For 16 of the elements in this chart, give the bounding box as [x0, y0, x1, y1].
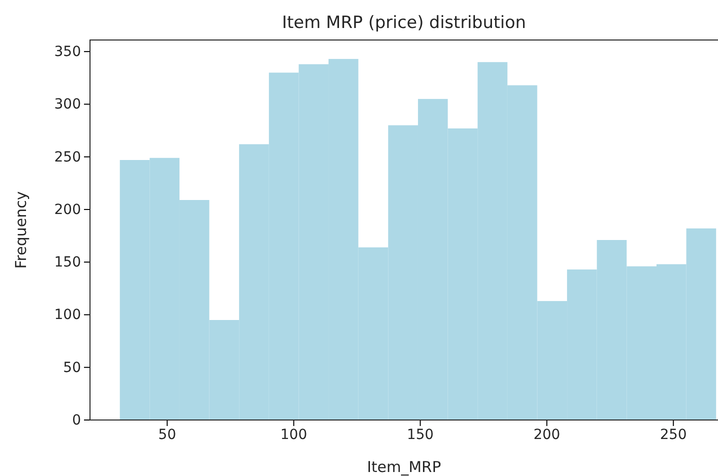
y-tick-label: 250 — [54, 149, 81, 166]
y-tick-label: 350 — [54, 44, 81, 60]
y-tick-label: 200 — [54, 202, 81, 218]
y-tick-label: 300 — [54, 96, 81, 113]
y-axis-title: Frequency — [12, 191, 30, 269]
x-tick-label: 250 — [660, 426, 687, 443]
x-tick-label: 150 — [406, 426, 434, 443]
x-tick-label: 200 — [533, 426, 560, 443]
y-tick-label: 100 — [54, 307, 81, 324]
x-tick-label: 50 — [158, 426, 176, 443]
chart-title: Item MRP (price) distribution — [282, 13, 526, 33]
y-tick-label: 0 — [72, 412, 81, 428]
y-tick-label: 150 — [54, 254, 81, 271]
y-tick-label: 50 — [63, 360, 81, 376]
x-tick-label: 100 — [280, 426, 308, 443]
x-axis-title: Item_MRP — [366, 458, 442, 476]
